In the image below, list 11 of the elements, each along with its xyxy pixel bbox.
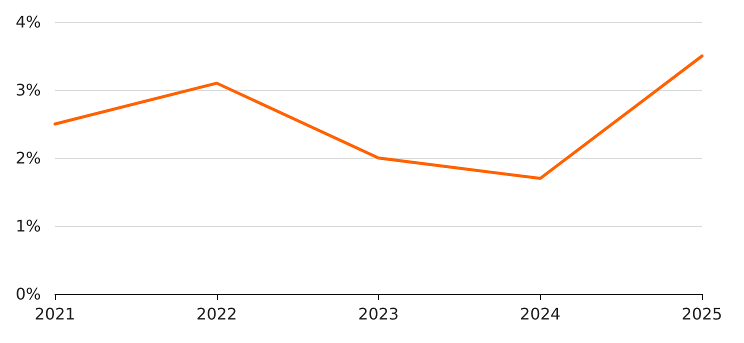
y-tick-label: 4%	[16, 12, 41, 32]
x-tick-label: 2023	[358, 304, 399, 324]
x-tick-label: 2025	[682, 304, 722, 324]
y-tick-label: 2%	[16, 148, 41, 168]
line-series	[54, 54, 704, 180]
y-tick-label: 3%	[16, 80, 41, 100]
y-tick-label: 0%	[16, 284, 41, 304]
y-tick-label: 1%	[16, 216, 41, 236]
x-tick-label: 2024	[520, 304, 561, 324]
x-tick-label: 2021	[34, 304, 76, 324]
x-tick-label: 2022	[196, 304, 238, 324]
